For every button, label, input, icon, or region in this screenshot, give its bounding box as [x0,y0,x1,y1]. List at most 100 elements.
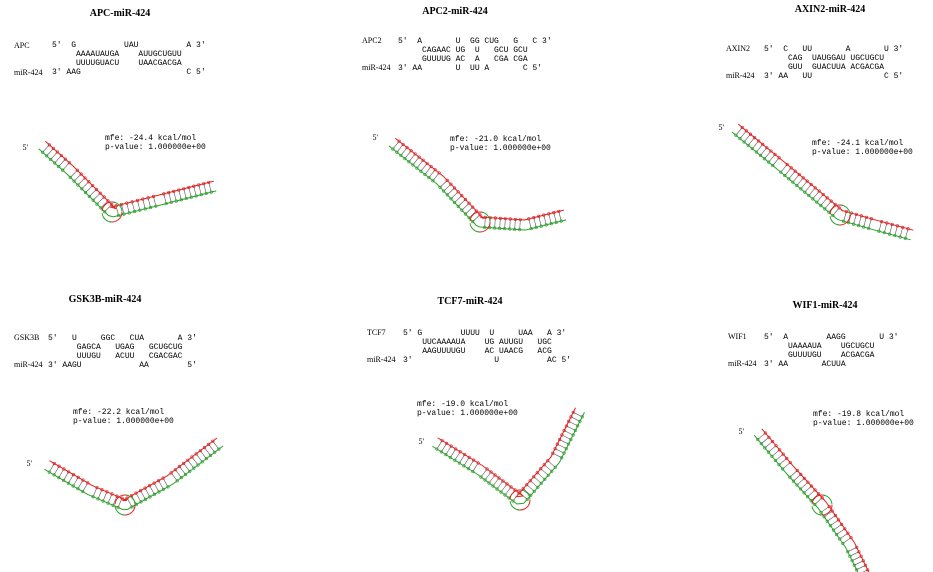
base-pair [807,489,816,497]
base-pair [82,482,88,492]
nucleotide [169,471,173,475]
nucleotide [449,197,453,201]
gene-label: AXIN2 [726,44,750,53]
nucleotide [797,172,801,177]
nucleotide [822,515,826,519]
base-pair [768,154,776,163]
nucleotide [781,452,785,456]
nucleotide [825,196,829,200]
nucleotide [787,177,791,181]
panel: GSK3B-miR-424 GSK3B miR-424 5' U GGC CUA A … [14,294,224,516]
nucleotide [578,419,582,423]
panel-title: GSK3B-miR-424 [69,294,142,305]
nucleotide [476,461,480,465]
nucleotide [211,439,215,443]
loop [101,201,123,223]
base-pair [102,491,108,502]
base-pair [89,189,97,197]
base-pair [789,470,798,478]
nucleotide [148,495,152,499]
nucleotide [437,171,441,175]
mirna-label: miR-424 [14,360,42,369]
nucleotide [152,481,156,485]
nucleotide [536,485,540,489]
base-pair [778,458,787,466]
nucleotide [837,206,841,210]
nucleotide [756,437,760,442]
base-pair [443,183,452,192]
nucleotide [427,175,431,180]
alignment-line: 5' A AAGG U 3' [764,333,898,342]
nucleotide [91,198,95,202]
base-pair [735,127,743,136]
nucleotide [766,450,770,454]
nucleotide [483,478,487,482]
base-pair [780,164,788,173]
alignment-line: CAG UAUGGAU UGCUGCU [764,54,884,63]
base-pair [533,476,542,484]
base-pair [540,468,549,476]
nucleotide [139,500,143,504]
base-pair [126,203,130,213]
base-pair [889,224,893,235]
nucleotide [529,493,533,497]
nucleotide [452,186,457,190]
base-pair [203,183,207,194]
nucleotide [809,484,814,488]
base-pair [212,441,220,450]
nucleotide [802,491,806,495]
alignment-line: AAGUUUUGU AC UAACG ACG [403,347,552,356]
nucleotide [194,452,198,456]
base-pair [412,156,420,166]
nucleotide [83,191,88,195]
nucleotide [558,437,562,442]
nucleotide [95,485,99,490]
nucleotide [566,442,571,446]
nucleotide [429,164,433,169]
base-pair [77,479,84,489]
base-pair [445,445,452,455]
nucleotide [96,497,100,501]
base-pair [441,443,447,453]
alignment-line: 3' AAG C 5' [52,68,206,77]
nucleotide [576,424,580,428]
nucleotide [401,142,405,147]
nucleotide [463,452,467,457]
nucleotide [391,147,395,151]
nucleotide [116,505,120,510]
alignment-line: 5' U GGC CUA A 3' [48,334,197,343]
nucleotide [525,497,529,501]
nucleotide [55,150,59,154]
nucleotide [501,479,505,483]
nucleotide [838,537,842,541]
base-pair [436,440,443,450]
nucleotide [781,467,785,471]
alignment-line: 5' C UU A U 3' [764,45,903,54]
nucleotide [769,149,773,153]
base-pair [519,219,521,230]
five-prime-label: 5' [373,133,379,142]
nucleotide [76,487,80,491]
base-pair [863,217,867,228]
base-pair [494,217,496,229]
base-pair [158,480,164,490]
nucleotide [817,189,821,193]
nucleotide [553,447,557,451]
base-pair [63,471,69,481]
nucleotide [110,203,114,207]
nucleotide [51,146,55,151]
base-pair [54,155,62,164]
nucleotide [840,522,844,526]
base-pair [140,490,146,500]
nucleotide [809,182,813,187]
nucleotide [813,186,817,190]
nucleotide [91,495,95,499]
gene-label: APC2 [362,36,382,45]
nucleotide [186,458,190,462]
base-pair [77,177,86,186]
base-pair [533,217,537,228]
base-pair [800,481,809,490]
nucleotide [86,481,90,485]
nucleotide [161,487,166,491]
alignment-line: CAGAAC UG U GCU GCU [398,46,528,55]
